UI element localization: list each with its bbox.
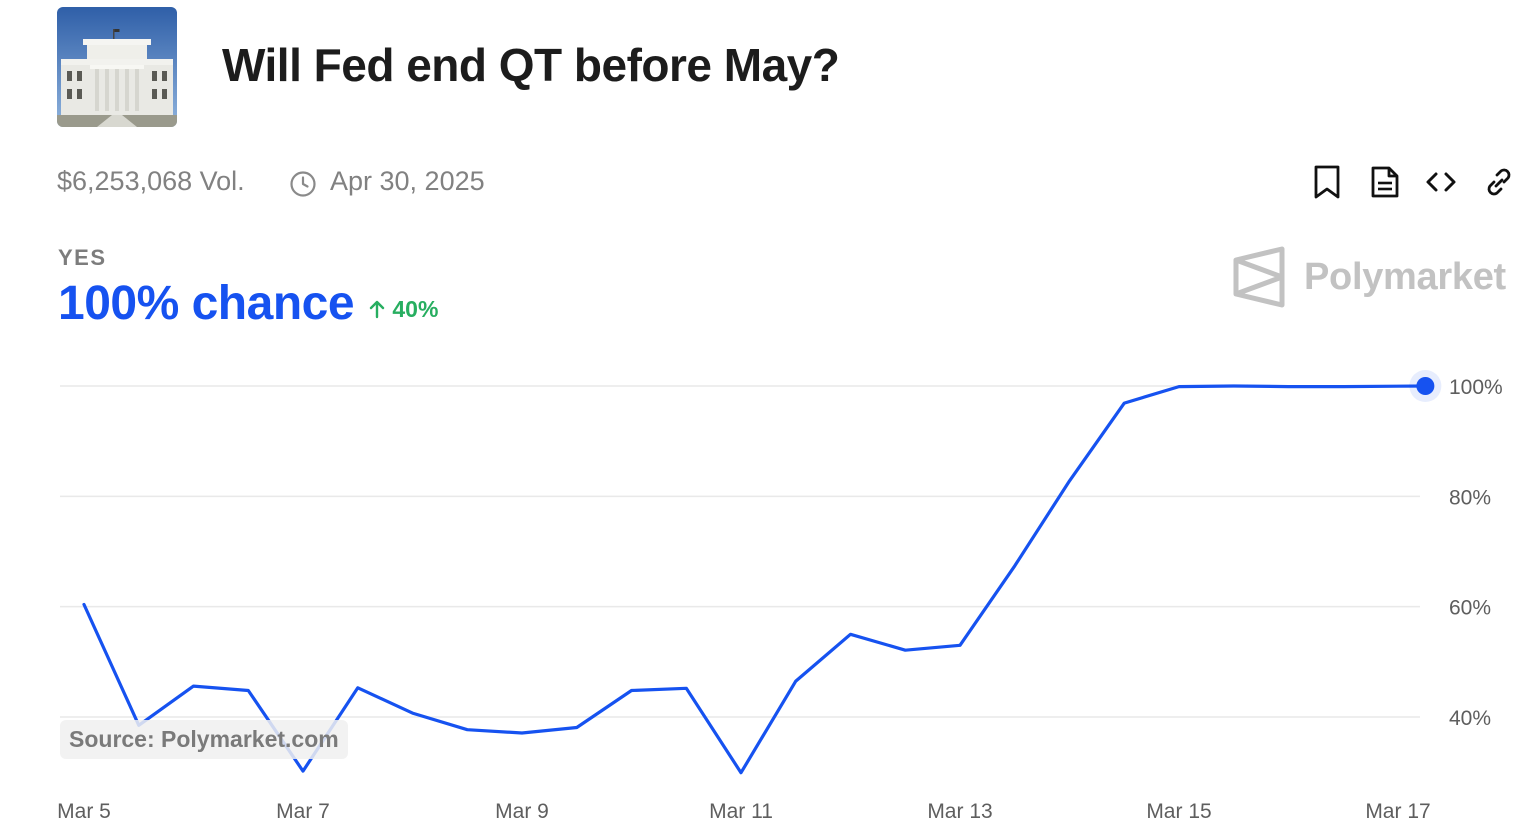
y-tick-label: 40%: [1449, 707, 1491, 730]
market-title: Will Fed end QT before May?: [222, 39, 840, 91]
x-tick-label: Mar 13: [927, 800, 992, 823]
price-chart: 100% 80% 60% 40% Mar 5 Mar 7 Mar 9 Mar 11 Mar 13…: [57, 370, 1503, 823]
y-tick-label: 60%: [1449, 597, 1491, 620]
market-thumbnail: [57, 7, 177, 127]
chance-delta: 40%: [368, 296, 438, 323]
federal-reserve-building-image: [57, 7, 177, 127]
embed-code-icon[interactable]: [1424, 164, 1458, 200]
volume-text: $6,253,068 Vol.: [57, 166, 245, 196]
outcome-label: YES: [58, 245, 107, 270]
x-tick-label: Mar 5: [57, 800, 111, 823]
source-credit: Source: Polymarket.com: [60, 720, 348, 759]
x-tick-label: Mar 15: [1146, 800, 1211, 823]
x-tick-label: Mar 11: [709, 800, 773, 823]
polymarket-logo-icon: [1233, 246, 1285, 308]
x-tick-label: Mar 17: [1365, 800, 1430, 823]
polymarket-brand: Polymarket: [1232, 246, 1506, 308]
y-tick-label: 80%: [1449, 486, 1491, 509]
polymarket-wordmark: Polymarket: [1304, 255, 1506, 298]
chance-value: 100% chance: [58, 277, 355, 330]
clock-icon: [290, 171, 316, 197]
series-line: [82, 384, 1427, 775]
x-tick-label: Mar 9: [495, 800, 549, 823]
x-tick-label: Mar 7: [276, 800, 330, 823]
chance-delta-value: 40%: [392, 296, 439, 322]
link-icon[interactable]: [1482, 164, 1516, 200]
document-icon[interactable]: [1368, 164, 1402, 200]
end-date-text: Apr 30, 2025: [330, 166, 485, 196]
y-tick-label: 100%: [1449, 376, 1503, 399]
arrow-up-icon: [369, 300, 385, 319]
current-point-marker[interactable]: [1416, 377, 1435, 395]
bookmark-icon[interactable]: [1310, 164, 1344, 200]
